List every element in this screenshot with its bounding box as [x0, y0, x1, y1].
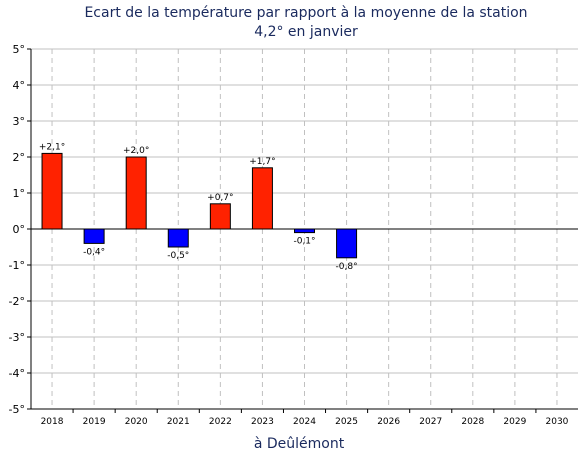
- bar: [294, 228, 315, 234]
- x-tick-label: 2026: [377, 417, 400, 427]
- y-tick-label: -5°: [9, 403, 25, 416]
- y-tick-label: 1°: [13, 187, 26, 200]
- data-label: -0,4°: [83, 247, 105, 257]
- labels: 5° 4° 3° 2° 1° 0° -1° -2° -3° -4° -5° 2018 2019 2020 2…: [9, 43, 569, 427]
- data-label: +1,7°: [249, 157, 275, 167]
- bar: [251, 167, 273, 230]
- y-tick-label: 0°: [13, 223, 26, 236]
- data-label: -0,8°: [336, 262, 358, 272]
- x-tick-label: 2029: [503, 417, 526, 427]
- x-tick-label: 2023: [251, 417, 274, 427]
- y-tick-label: -3°: [9, 331, 25, 344]
- chart-title-line-2: 4,2° en janvier: [254, 24, 358, 40]
- y-tick-label: 3°: [13, 115, 26, 128]
- x-tick-label: 2028: [461, 417, 484, 427]
- x-tick-label: 2025: [335, 417, 358, 427]
- x-tick-label: 2021: [167, 417, 190, 427]
- bar: [336, 228, 358, 259]
- y-tick-label: -1°: [9, 259, 25, 272]
- data-label: -0,1°: [293, 237, 315, 247]
- bar: [41, 152, 63, 230]
- y-tick-label: 2°: [13, 151, 26, 164]
- x-tick-label: 2030: [546, 417, 569, 427]
- y-tick-label: 4°: [13, 79, 26, 92]
- y-tick-label: 5°: [13, 43, 26, 56]
- data-label: -0,5°: [167, 251, 189, 261]
- bar: [125, 156, 147, 230]
- location-label: à Deûlémont: [254, 436, 345, 452]
- x-tick-label: 2018: [41, 417, 64, 427]
- bar: [83, 228, 105, 244]
- data-label: +2,0°: [123, 146, 149, 156]
- axes: [27, 48, 578, 413]
- data-label: +0,7°: [207, 193, 233, 203]
- bars: [41, 152, 358, 259]
- x-tick-label: 2019: [83, 417, 106, 427]
- x-tick-label: 2020: [125, 417, 148, 427]
- y-tick-label: -2°: [9, 295, 25, 308]
- bar: [209, 203, 231, 230]
- x-tick-label: 2022: [209, 417, 232, 427]
- y-tick-label: -4°: [9, 367, 25, 380]
- chart-title-line-1: Ecart de la température par rapport à la…: [84, 5, 527, 21]
- x-tick-label: 2027: [419, 417, 442, 427]
- bar: [167, 228, 189, 248]
- x-tick-label: 2024: [293, 417, 316, 427]
- data-label: +2,1°: [39, 142, 65, 152]
